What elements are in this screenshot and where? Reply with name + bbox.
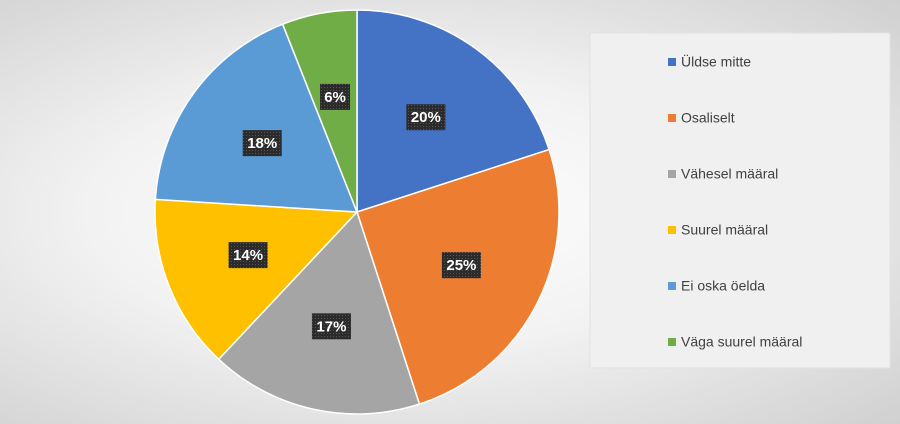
data-label-box xyxy=(311,313,351,340)
data-label-box xyxy=(320,83,351,110)
legend-label: Suurel määral xyxy=(681,222,768,238)
pie-slice xyxy=(154,198,359,361)
pie-slice xyxy=(281,9,358,213)
data-label: 17% xyxy=(316,318,346,335)
data-label-box xyxy=(406,104,446,131)
data-labels: 20% 25% 17% 14% 18% 6% xyxy=(228,83,481,340)
legend-marker xyxy=(668,282,676,290)
legend-label: Üldse mitte xyxy=(681,53,751,70)
data-label-box xyxy=(242,130,282,157)
pie-slice xyxy=(356,9,551,214)
legend-label: Ei oska öelda xyxy=(681,278,765,294)
legend-marker xyxy=(668,114,676,122)
legend: Üldse mitte Osaliselt Vähesel määral Suurel… xyxy=(668,53,802,350)
legend-marker xyxy=(668,170,676,178)
data-label: 14% xyxy=(233,247,263,264)
legend-label: Osaliselt xyxy=(681,110,735,126)
data-label-box xyxy=(228,242,268,269)
legend-marker xyxy=(668,58,676,66)
data-label: 18% xyxy=(247,135,277,152)
pie xyxy=(154,9,560,415)
data-label: 25% xyxy=(446,257,476,274)
data-label: 20% xyxy=(411,109,441,126)
legend-marker xyxy=(668,226,676,234)
data-label-box xyxy=(441,252,481,279)
pie-slice xyxy=(217,210,421,415)
legend-marker xyxy=(668,338,676,346)
data-label: 6% xyxy=(324,89,346,106)
legend-label: Vähesel määral xyxy=(681,166,778,182)
pie-slice xyxy=(154,23,359,213)
legend-box xyxy=(589,32,891,369)
legend-label: Väga suurel määral xyxy=(681,334,802,350)
